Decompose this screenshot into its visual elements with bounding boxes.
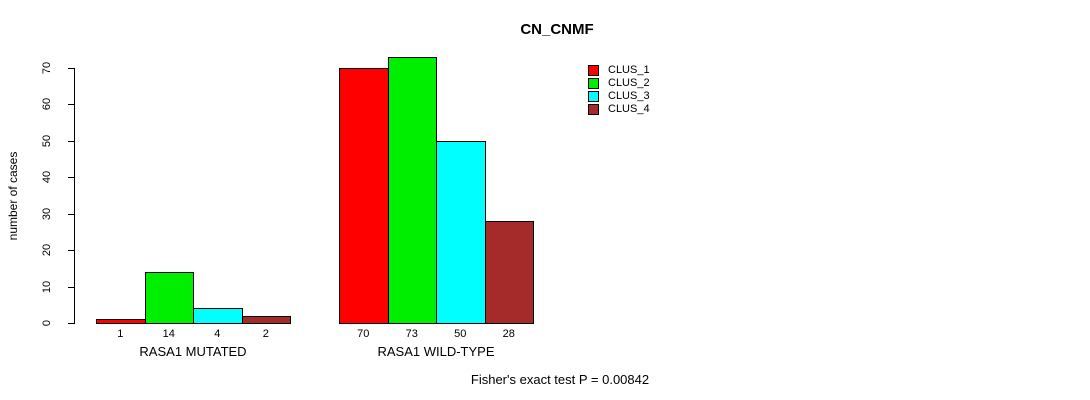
bar-value-label: 28 — [502, 328, 515, 340]
x-axis-group-label: RASA1 WILD-TYPE — [377, 344, 495, 359]
x-axis-group-label: RASA1 MUTATED — [139, 344, 247, 359]
y-axis-tick-label: 50 — [41, 134, 53, 147]
bar-clus_4-mutated — [241, 316, 291, 324]
y-axis-tick-label: 10 — [41, 280, 53, 293]
bar-clus_3-mutated — [193, 308, 243, 324]
bar-value-label: 1 — [117, 328, 124, 340]
legend-swatch-icon — [588, 65, 599, 76]
bar-value-label: 2 — [262, 328, 269, 340]
legend: CLUS_1 CLUS_2 CLUS_3 CLUS_4 — [588, 64, 650, 116]
y-axis-tick — [68, 213, 74, 215]
y-axis-tick-label: 0 — [41, 319, 53, 327]
bar-value-label: 14 — [162, 328, 175, 340]
bar-value-label: 4 — [214, 328, 221, 340]
y-axis-tick-label: 60 — [41, 98, 53, 111]
legend-item-clus_2: CLUS_2 — [588, 77, 650, 90]
legend-swatch-icon — [588, 104, 599, 115]
bar-value-label: 70 — [357, 328, 370, 340]
y-axis-line — [74, 68, 75, 324]
y-axis-tick — [68, 323, 74, 324]
chart-title: CN_CNMF — [520, 21, 594, 38]
legend-item-clus_1: CLUS_1 — [588, 64, 650, 77]
y-axis-tick-label: 20 — [41, 244, 53, 257]
bar-clus_1-mutated — [96, 319, 146, 324]
legend-label: CLUS_2 — [608, 77, 650, 89]
bar-clus_1-wildtype — [339, 68, 389, 324]
bar-clus_2-wildtype — [387, 57, 437, 324]
y-axis-tick-label: 40 — [41, 171, 53, 184]
legend-item-clus_3: CLUS_3 — [588, 90, 650, 103]
legend-swatch-icon — [588, 78, 599, 89]
legend-label: CLUS_3 — [608, 90, 650, 102]
bar-clus_4-wildtype — [484, 221, 534, 324]
y-axis-tick — [68, 104, 74, 106]
bar-value-label: 73 — [405, 328, 418, 340]
legend-item-clus_4: CLUS_4 — [588, 103, 650, 116]
y-axis-tick — [68, 177, 74, 179]
y-axis-tick — [68, 286, 74, 288]
y-axis-tick — [68, 250, 74, 252]
y-axis-label: number of cases — [6, 151, 20, 241]
legend-swatch-icon — [588, 91, 599, 102]
bar-clus_2-mutated — [144, 272, 194, 324]
bar-clus_3-wildtype — [436, 141, 486, 324]
y-axis-tick-label: 30 — [41, 207, 53, 220]
annotation-fisher-test: Fisher's exact test P = 0.00842 — [470, 372, 650, 387]
bar-value-label: 50 — [454, 328, 467, 340]
y-axis-tick — [68, 68, 74, 69]
y-axis-tick — [68, 140, 74, 142]
y-axis-tick-label: 70 — [41, 61, 53, 75]
legend-label: CLUS_4 — [608, 103, 650, 115]
legend-label: CLUS_1 — [608, 64, 650, 76]
